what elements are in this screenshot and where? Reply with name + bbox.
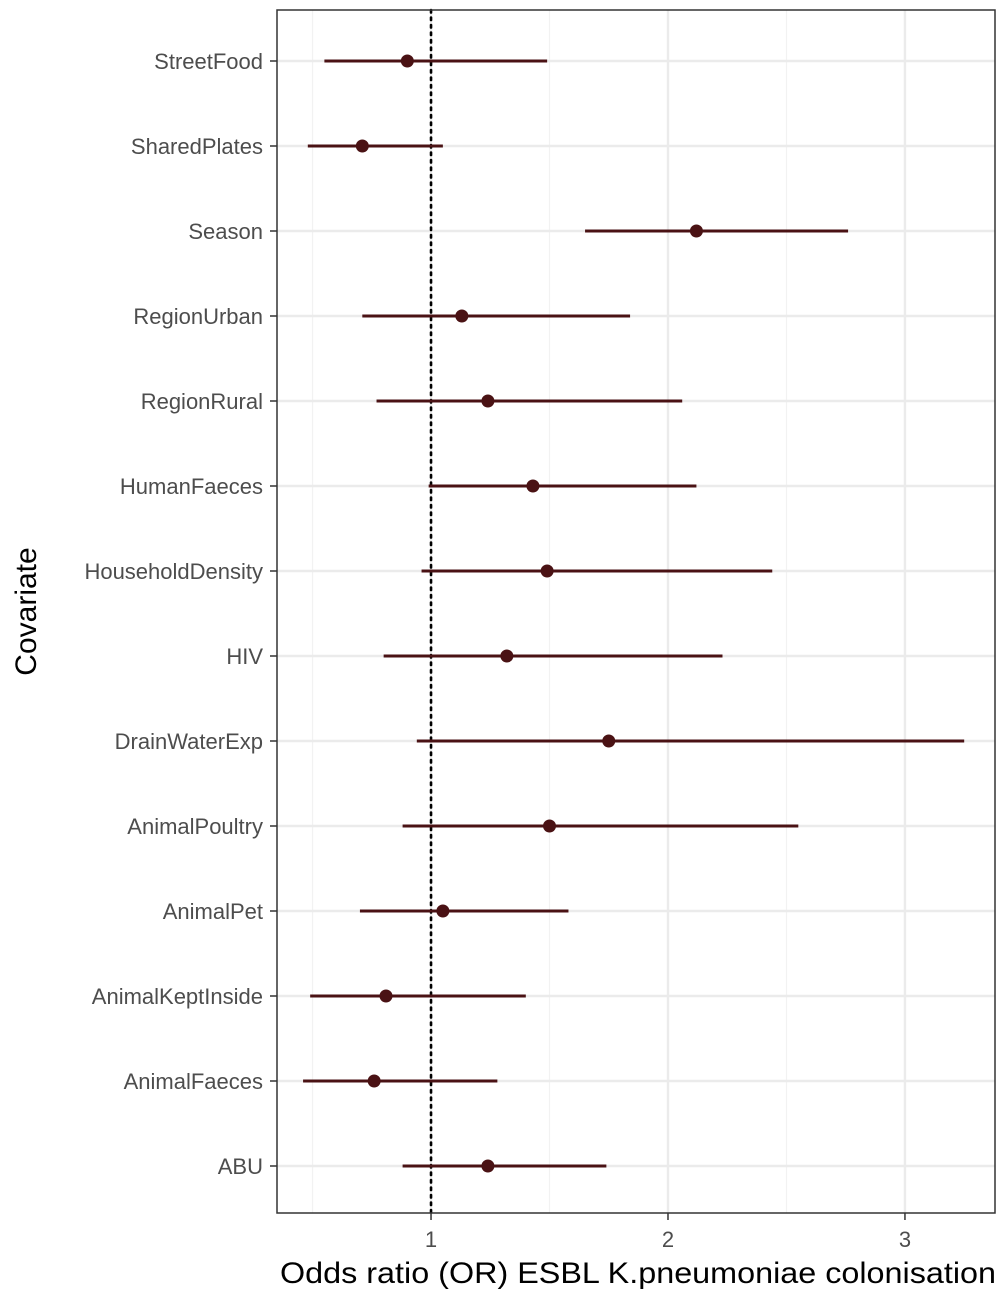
x-axis-title: Odds ratio (OR) ESBL K.pneumoniae coloni… [280,1257,996,1290]
point-estimate [541,565,554,578]
point-estimate [455,310,468,323]
point-estimate [356,140,369,153]
y-tick-label: HouseholdDensity [84,559,263,584]
point-estimate [500,650,513,663]
y-tick-label: ABU [218,1154,263,1179]
grid-layer [277,10,995,1213]
y-axis-title: Covariate [10,547,43,675]
y-tick-label: AnimalPet [163,899,263,924]
y-tick-label: StreetFood [154,49,263,74]
y-tick-label: RegionRural [141,389,263,414]
point-estimate [380,990,393,1003]
point-estimate [401,55,414,68]
point-estimate [481,395,494,408]
point-estimate [368,1075,381,1088]
y-tick-label: SharedPlates [131,134,263,159]
point-estimate [602,735,615,748]
point-estimate [543,820,556,833]
y-tick-label: HumanFaeces [120,474,263,499]
y-tick-label: RegionUrban [133,304,263,329]
y-tick-label: HIV [226,644,263,669]
x-tick-label: 2 [662,1227,674,1252]
point-estimate [436,905,449,918]
x-tick-label: 3 [899,1227,911,1252]
point-estimate [481,1160,494,1173]
point-estimate [690,225,703,238]
y-tick-label: AnimalKeptInside [92,984,263,1009]
y-tick-label: Season [188,219,263,244]
y-tick-label: DrainWaterExp [115,729,263,754]
point-estimate [526,480,539,493]
panel-background [277,10,995,1213]
x-tick-label: 1 [425,1227,437,1252]
y-tick-label: AnimalFaeces [124,1069,263,1094]
y-tick-label: AnimalPoultry [127,814,263,839]
